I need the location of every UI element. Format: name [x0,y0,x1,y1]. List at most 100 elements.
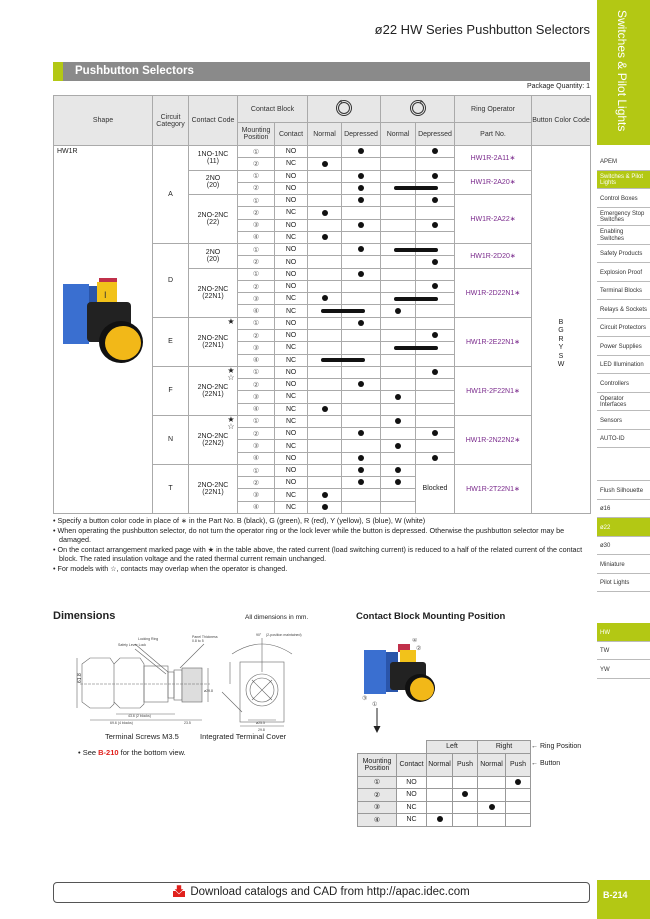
table-row: ③ NC [54,488,591,502]
sidebar-item[interactable]: Safety Products [597,245,650,263]
contact-closed-dot [395,479,401,486]
state-cell [477,788,506,802]
table-row: ② NC [54,206,591,220]
sidebar-item[interactable]: YW [597,660,650,679]
contact-closed-dot [432,148,438,155]
sidebar-item[interactable]: AUTO-ID [597,430,650,448]
right-depressed-cell [415,451,455,465]
part-number: HW1R-2A22∗ [454,194,532,245]
right-depressed-cell [415,144,455,159]
sidebar-item[interactable]: Control Boxes [597,189,650,208]
sidebar-item[interactable]: TW [597,642,650,660]
header-left-depressed: Depressed [341,122,381,146]
sidebar-item[interactable]: Power Supplies [597,337,650,356]
table-row: ② NC [54,157,591,171]
right-depressed-cell [415,316,455,330]
contact-closed-dot [321,234,328,241]
caption-terminal-cover: Integrated Terminal Cover [200,732,287,741]
mounting-position: ② [237,328,275,343]
sidebar-item[interactable]: Terminal Blocks [597,282,650,300]
contact-type: NO [274,181,308,196]
sidebar-item[interactable]: Sensors [597,411,650,430]
contact-closed-dot [395,442,401,449]
mounting-title: Contact Block Mounting Position [356,611,506,622]
header-circuit-category: Circuit Category [152,95,189,146]
contact-closed-dot [321,160,328,167]
star-marks: ★☆ [227,414,235,431]
contact-closed-dot [358,270,364,277]
color-code: Y [558,344,564,352]
label-panel-range: 0.8 to 5 [192,639,204,643]
contact-code: 2NO-2NC [197,334,229,342]
part-number: HW1R-2T22N1∗ [454,463,532,514]
left-normal-cell [307,427,342,441]
left-normal-cell [307,500,342,514]
page-link-b-210[interactable]: B-210 [98,748,119,757]
download-text[interactable]: Download catalogs and CAD from http://ap… [190,886,470,898]
sidebar-item[interactable]: Switches & Pilot Lights [597,170,650,189]
circuit-category: D [152,243,189,318]
sidebar-item[interactable]: ø30 [597,537,650,555]
sidebar-item[interactable]: HW [597,623,650,642]
contact-code: 2NO-2NC [197,383,229,391]
right-depressed-cell [415,255,455,269]
contact-type: NC [274,206,308,220]
contact-closed-dot [462,791,468,798]
circuit-category: A [152,144,189,245]
mounting-position: ① [237,144,275,159]
sidebar-item[interactable]: Relays & Sockets [597,300,650,319]
part-number: HW1R-2E22N1∗ [454,316,532,367]
download-banner[interactable]: Download catalogs and CAD from http://ap… [53,882,590,903]
position-3-label: ③ [362,695,367,702]
sidebar-item[interactable]: Miniature [597,555,650,574]
contact-type: NC [274,157,308,171]
header-left-normal: Normal [426,752,453,777]
contact-closed-dot [432,369,438,376]
sidebar-item[interactable]: Controllers [597,374,650,393]
state-cell [477,800,506,814]
left-depressed-cell [341,427,381,441]
header-left-normal: Normal [307,122,342,146]
ring-left-icon [307,95,381,123]
sidebar-item[interactable]: Operator Interfaces [597,393,650,411]
sidebar-item[interactable]: ø22 [597,518,650,537]
right-depressed-cell [415,427,455,441]
contact-closed-dot [321,405,328,412]
right-normal-cell [380,427,416,441]
contact-type: NO [274,144,308,159]
sidebar-item[interactable]: ø16 [597,500,650,518]
mounting-position: ④ [237,353,275,367]
contact-type: NC [396,800,427,814]
header-left: Left [426,740,478,754]
right-depressed-cell [415,194,455,208]
left-depressed-cell [341,218,381,232]
left-depressed-cell [341,341,381,355]
section-title: Pushbutton Selectors [53,62,590,81]
contact-type: NC [274,414,308,429]
contact-closed-dot [515,778,521,785]
sidebar-item[interactable]: Pilot Lights [597,574,650,592]
sidebar-item[interactable]: APEM [597,152,650,171]
left-normal-cell [307,414,342,429]
contact-closed-dot [358,381,364,388]
mounting-position: ④ [237,451,275,465]
sidebar-item[interactable]: Circuit Protectors [597,319,650,337]
contact-type: NC [274,292,308,306]
right-normal-cell [380,328,416,343]
left-normal-cell [307,451,342,465]
sidebar-series: HW TW YW [597,623,650,679]
header-contact-code: Contact Code [188,95,238,146]
state-cell [452,788,478,802]
sidebar-item[interactable]: LED Illumination [597,356,650,374]
right-normal-cell [380,255,416,269]
contact-code-sub: (20) [206,255,220,263]
sidebar-item[interactable]: Enabling Switches [597,226,650,245]
left-depressed-cell [341,476,381,490]
right-normal-cell [380,267,416,281]
sidebar-item[interactable]: Flush Silhouette [597,481,650,500]
contact-closed-dot [432,283,438,290]
sidebar-item[interactable]: Explosion Proof [597,263,650,282]
part-number: HW1R-2N22N2∗ [454,414,532,465]
left-normal-cell [307,279,342,294]
sidebar-item[interactable]: Emergency Stop Switches [597,208,650,226]
